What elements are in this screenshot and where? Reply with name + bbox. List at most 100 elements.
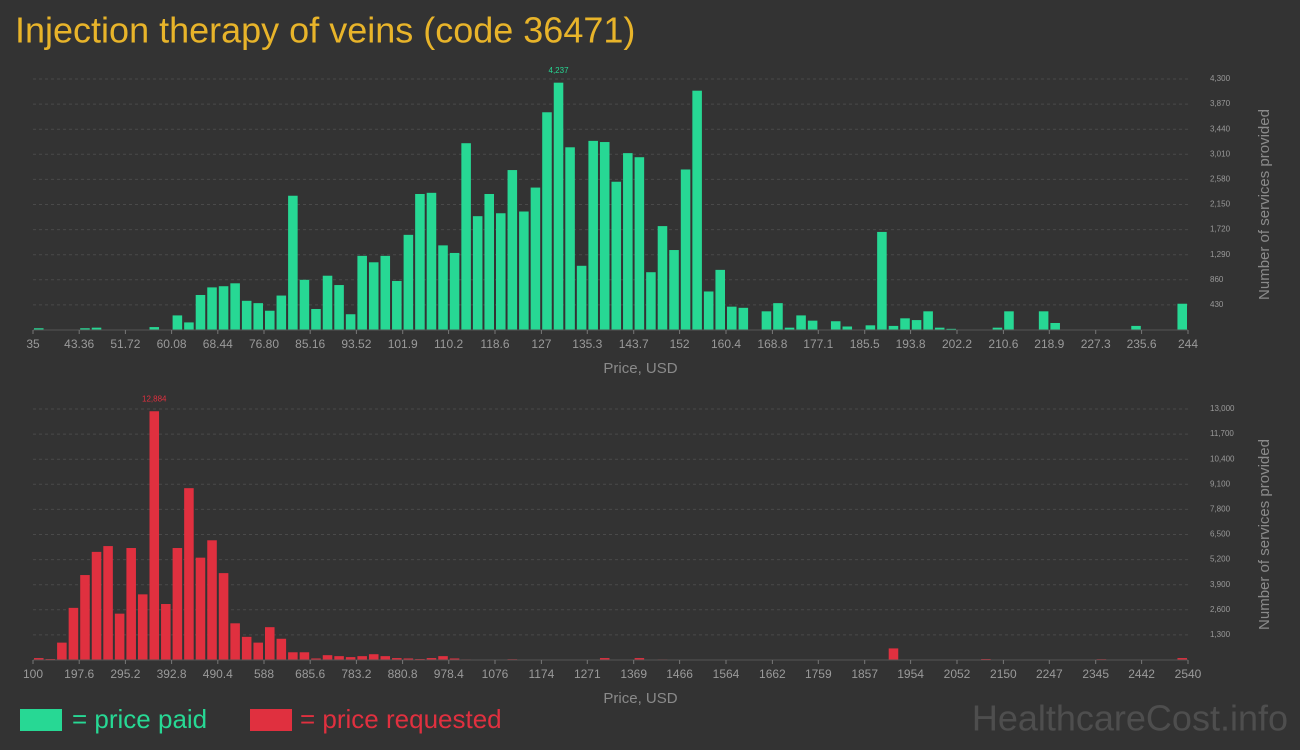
bar: [126, 548, 136, 660]
bar: [392, 658, 402, 660]
bar: [241, 636, 252, 660]
y-tick-label: 2,580: [1210, 175, 1231, 184]
bar: [149, 411, 160, 660]
bar: [322, 275, 333, 330]
bar: [761, 311, 772, 330]
bar: [276, 638, 287, 660]
x-tick-label: 210.6: [988, 337, 1018, 351]
x-tick-label: 244: [1178, 337, 1198, 351]
bar: [334, 656, 344, 660]
x-tick-label: 152: [670, 337, 690, 351]
bar: [842, 326, 853, 330]
bar: [449, 658, 460, 660]
x-tick-label: 490.4: [203, 667, 233, 681]
x-tick-label: 118.6: [480, 337, 509, 351]
bar: [345, 657, 356, 660]
bar: [900, 318, 910, 330]
bar: [230, 623, 240, 660]
y-tick-label: 9,100: [1210, 479, 1231, 488]
bar: [34, 328, 44, 330]
x-tick-label: 2442: [1128, 667, 1155, 681]
bar: [669, 250, 679, 330]
x-tick-label: 76.80: [249, 337, 279, 351]
bar: [715, 269, 725, 330]
bar: [565, 147, 575, 330]
bar: [114, 613, 125, 660]
y-tick-label: 3,010: [1210, 149, 1231, 158]
x-tick-label: 1759: [805, 667, 832, 681]
x-tick-label: 35: [26, 337, 40, 351]
bar: [357, 255, 367, 330]
bar: [195, 294, 206, 330]
bar: [218, 573, 229, 660]
x-tick-label: 193.8: [896, 337, 926, 351]
bar: [992, 327, 1003, 330]
x-tick-label: 1662: [759, 667, 786, 681]
y-tick-label: 1,720: [1210, 225, 1231, 234]
x-tick-label: 197.6: [64, 667, 94, 681]
x-tick-label: 68.44: [203, 337, 233, 351]
bar: [334, 285, 344, 330]
x-tick-label: 880.8: [388, 667, 418, 681]
y-axis-title: Number of services provided: [1256, 439, 1273, 630]
x-tick-label: 135.3: [572, 337, 602, 351]
bar: [241, 300, 252, 330]
bar: [299, 279, 310, 330]
bar: [449, 252, 460, 330]
bar: [91, 551, 102, 660]
bar: [426, 658, 437, 660]
y-tick-label: 860: [1210, 275, 1224, 284]
x-tick-label: 127: [531, 337, 551, 351]
bar: [1038, 311, 1049, 330]
bar: [1131, 325, 1141, 330]
bar: [415, 193, 425, 330]
bar: [149, 327, 160, 330]
bar: [542, 112, 552, 330]
bar: [57, 642, 67, 660]
y-tick-label: 5,200: [1210, 555, 1231, 564]
bar: [322, 655, 333, 660]
y-tick-label: 1,300: [1210, 630, 1231, 639]
page-title: Injection therapy of veins (code 36471): [15, 10, 635, 51]
bar: [91, 327, 102, 330]
x-tick-label: 202.2: [942, 337, 972, 351]
x-tick-label: 235.6: [1127, 337, 1157, 351]
bar: [184, 488, 194, 660]
bar: [345, 314, 356, 330]
x-tick-label: 85.16: [295, 337, 325, 351]
bar: [738, 307, 749, 330]
bar: [807, 320, 818, 330]
x-tick-label: 2247: [1036, 667, 1063, 681]
x-tick-label: 101.9: [388, 337, 418, 351]
bar: [507, 170, 518, 330]
x-tick-label: 2540: [1175, 667, 1202, 681]
x-tick-label: 110.2: [434, 337, 463, 351]
bar: [923, 311, 933, 330]
bar: [438, 245, 448, 330]
x-tick-label: 168.8: [757, 337, 787, 351]
bar: [426, 192, 437, 330]
x-tick-label: 1076: [482, 667, 509, 681]
x-tick-label: 392.8: [157, 667, 187, 681]
bar: [207, 287, 217, 330]
bar: [877, 231, 887, 330]
bar: [311, 308, 321, 330]
bar: [657, 226, 668, 330]
bar: [368, 262, 379, 330]
x-tick-label: 295.2: [110, 667, 140, 681]
y-tick-label: 3,870: [1210, 99, 1231, 108]
bar: [703, 291, 714, 330]
x-tick-label: 1271: [574, 667, 601, 681]
bar: [265, 627, 275, 660]
y-tick-label: 3,900: [1210, 580, 1231, 589]
y-tick-label: 3,440: [1210, 124, 1231, 133]
x-tick-label: 227.3: [1081, 337, 1111, 351]
bar: [888, 325, 899, 330]
bar: [276, 295, 287, 330]
x-tick-label: 185.5: [850, 337, 880, 351]
bar: [784, 327, 795, 330]
x-tick-label: 1857: [851, 667, 878, 681]
bar: [392, 280, 402, 330]
bar: [172, 315, 183, 330]
value-label: 4,237: [549, 66, 570, 75]
